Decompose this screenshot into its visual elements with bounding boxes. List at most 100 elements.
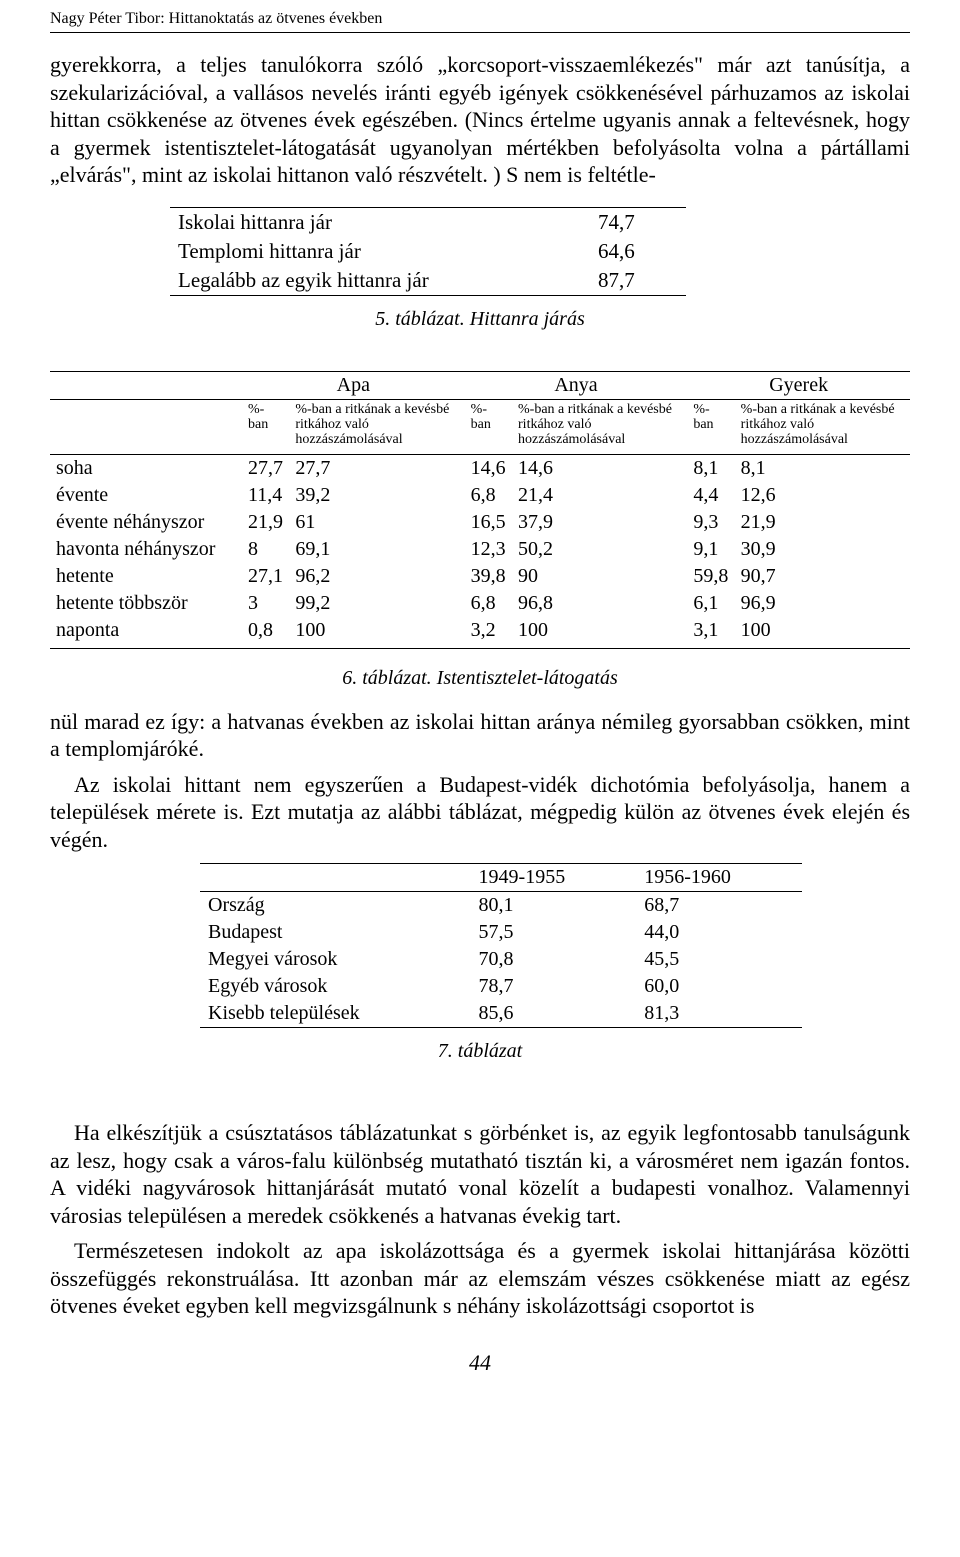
cell-label: Egyéb városok xyxy=(200,973,471,1000)
table-row: évente 11,4 39,2 6,8 21,4 4,4 12,6 xyxy=(50,482,910,509)
col-header: 1949-1955 xyxy=(471,864,637,892)
sub-header: %-ban xyxy=(242,399,289,454)
sub-header: %-ban a ritkának a kevésbé ritkához való… xyxy=(512,399,687,454)
table-row: havonta néhányszor 8 69,1 12,3 50,2 9,1 … xyxy=(50,536,910,563)
cell-value: 45,5 xyxy=(636,946,802,973)
cell-value: 4,4 xyxy=(687,482,734,509)
page-number: 44 xyxy=(50,1350,910,1376)
table-row: soha 27,7 27,7 14,6 14,6 8,1 8,1 xyxy=(50,454,910,482)
cell-value: 37,9 xyxy=(512,509,687,536)
cell-value: 6,8 xyxy=(465,590,512,617)
sub-header: %-ban xyxy=(465,399,512,454)
cell-value: 57,5 xyxy=(471,919,637,946)
cell-value: 100 xyxy=(735,617,910,649)
cell-label: hetente többször xyxy=(50,590,242,617)
table-row: naponta 0,8 100 3,2 100 3,1 100 xyxy=(50,617,910,649)
cell-label: Legalább az egyik hittanra jár xyxy=(170,266,590,296)
cell-value: 0,8 xyxy=(242,617,289,649)
paragraph: Az iskolai hittant nem egyszerűen a Buda… xyxy=(50,771,910,854)
cell-value: 27,1 xyxy=(242,563,289,590)
cell-value: 70,8 xyxy=(471,946,637,973)
table-5-caption: 5. táblázat. Hittanra járás xyxy=(50,308,910,331)
cell-value: 50,2 xyxy=(512,536,687,563)
paragraph: nül marad ez így: a hatvanas években az … xyxy=(50,708,910,763)
cell-value: 6,8 xyxy=(465,482,512,509)
cell-value: 96,9 xyxy=(735,590,910,617)
paragraph: gyerekkorra, a teljes tanulókorra szóló … xyxy=(50,51,910,189)
table-row: Legalább az egyik hittanra jár 87,7 xyxy=(170,266,686,296)
cell-value: 12,3 xyxy=(465,536,512,563)
page-content: Nagy Péter Tibor: Hittanoktatás az ötven… xyxy=(0,0,960,1406)
cell-value: 27,7 xyxy=(289,454,464,482)
cell-value: 100 xyxy=(512,617,687,649)
blank-header xyxy=(50,371,242,399)
cell-value: 8,1 xyxy=(735,454,910,482)
table-row: Kisebb települések 85,6 81,3 xyxy=(200,1000,802,1028)
group-header: Anya xyxy=(465,371,688,399)
cell-value: 39,2 xyxy=(289,482,464,509)
cell-value: 87,7 xyxy=(590,266,686,296)
group-header: Apa xyxy=(242,371,465,399)
cell-value: 30,9 xyxy=(735,536,910,563)
cell-value: 12,6 xyxy=(735,482,910,509)
table-7-caption: 7. táblázat xyxy=(50,1040,910,1063)
cell-value: 21,9 xyxy=(735,509,910,536)
cell-label: Iskolai hittanra jár xyxy=(170,207,590,237)
cell-label: Templomi hittanra jár xyxy=(170,237,590,266)
table-row: hetente többször 3 99,2 6,8 96,8 6,1 96,… xyxy=(50,590,910,617)
cell-value: 8 xyxy=(242,536,289,563)
cell-value: 14,6 xyxy=(465,454,512,482)
cell-value: 74,7 xyxy=(590,207,686,237)
cell-label: évente xyxy=(50,482,242,509)
cell-value: 3,1 xyxy=(687,617,734,649)
cell-value: 9,3 xyxy=(687,509,734,536)
cell-value: 60,0 xyxy=(636,973,802,1000)
table-7: 1949-1955 1956-1960 Ország 80,1 68,7 Bud… xyxy=(200,863,802,1028)
table-row: Ország 80,1 68,7 xyxy=(200,892,802,920)
running-header: Nagy Péter Tibor: Hittanoktatás az ötven… xyxy=(50,10,910,33)
cell-value: 8,1 xyxy=(687,454,734,482)
cell-value: 96,8 xyxy=(512,590,687,617)
cell-value: 85,6 xyxy=(471,1000,637,1028)
cell-value: 99,2 xyxy=(289,590,464,617)
cell-value: 61 xyxy=(289,509,464,536)
cell-value: 81,3 xyxy=(636,1000,802,1028)
cell-label: évente néhányszor xyxy=(50,509,242,536)
cell-value: 11,4 xyxy=(242,482,289,509)
cell-label: hetente xyxy=(50,563,242,590)
table-row: Templomi hittanra jár 64,6 xyxy=(170,237,686,266)
table-row: Budapest 57,5 44,0 xyxy=(200,919,802,946)
sub-header: %-ban a ritkának a kevésbé ritkához való… xyxy=(289,399,464,454)
cell-value: 16,5 xyxy=(465,509,512,536)
cell-value: 44,0 xyxy=(636,919,802,946)
cell-value: 100 xyxy=(289,617,464,649)
cell-value: 90,7 xyxy=(735,563,910,590)
table-row: Megyei városok 70,8 45,5 xyxy=(200,946,802,973)
cell-label: Kisebb települések xyxy=(200,1000,471,1028)
cell-value: 96,2 xyxy=(289,563,464,590)
cell-value: 3,2 xyxy=(465,617,512,649)
paragraph: Ha elkészítjük a csúsztatásos táblázatun… xyxy=(50,1119,910,1229)
table-5: Iskolai hittanra jár 74,7 Templomi hitta… xyxy=(170,207,686,296)
table-6-caption: 6. táblázat. Istentisztelet-látogatás xyxy=(50,667,910,690)
blank-header xyxy=(200,864,471,892)
cell-value: 69,1 xyxy=(289,536,464,563)
cell-value: 64,6 xyxy=(590,237,686,266)
cell-label: Budapest xyxy=(200,919,471,946)
cell-value: 27,7 xyxy=(242,454,289,482)
cell-value: 68,7 xyxy=(636,892,802,920)
sub-header: %-ban xyxy=(687,399,734,454)
cell-label: havonta néhányszor xyxy=(50,536,242,563)
table-row: Egyéb városok 78,7 60,0 xyxy=(200,973,802,1000)
table-row: Iskolai hittanra jár 74,7 xyxy=(170,207,686,237)
cell-value: 3 xyxy=(242,590,289,617)
table-row: hetente 27,1 96,2 39,8 90 59,8 90,7 xyxy=(50,563,910,590)
cell-value: 21,4 xyxy=(512,482,687,509)
cell-value: 14,6 xyxy=(512,454,687,482)
cell-label: Ország xyxy=(200,892,471,920)
group-header: Gyerek xyxy=(687,371,910,399)
cell-value: 39,8 xyxy=(465,563,512,590)
cell-value: 59,8 xyxy=(687,563,734,590)
sub-header: %-ban a ritkának a kevésbé ritkához való… xyxy=(735,399,910,454)
col-header: 1956-1960 xyxy=(636,864,802,892)
